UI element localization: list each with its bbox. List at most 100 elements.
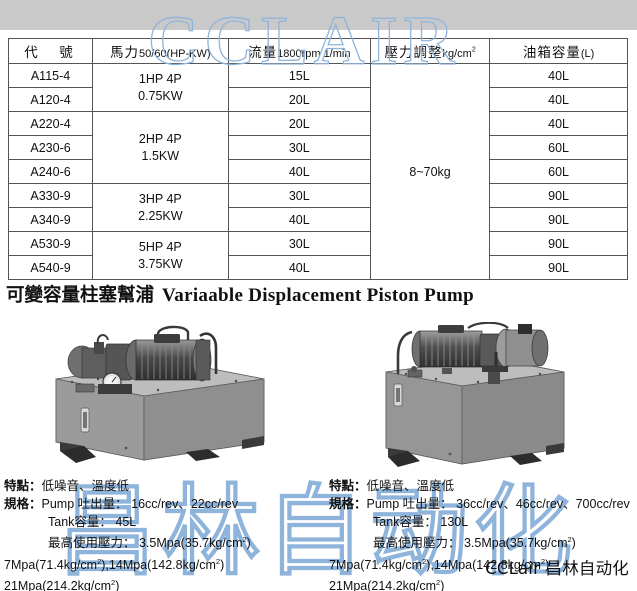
col-header-power: 馬力50/60(HP-KW) [92,38,229,64]
cell-code: A530-9 [7,231,94,256]
table-body: A115-4 1HP 4P 0.75KW 15L 8~70kg 40L A120… [7,63,628,280]
spec-right-line4-c: ) [545,557,550,572]
col-header-flow-label: 流量 [248,45,278,60]
spec-right-feature-value: 低噪音、溫度低 [366,478,455,493]
spec-right-line4-b: ),14Mpa(142.8kg/cm [426,557,541,572]
cell-pressure: 8~70kg [370,63,491,280]
spec-left-line2: Tank容量： 45L [48,514,137,529]
cell-power-kw: 2.25KW [138,208,183,223]
spec-left-feature-value: 低噪音、溫度低 [41,478,130,493]
spec-right-line3: 最高使用壓力： 3.5Mpa(35.7kg/cm2) [329,531,630,553]
cell-code: A340-9 [7,207,94,232]
spec-left-feature-label: 特點： [4,478,42,493]
col-header-flow: 流量1800rpm 1/min [227,38,372,64]
col-header-tank-label: 油箱容量 [522,45,581,60]
cell-power-kw: 3.75KW [138,256,183,271]
spec-left-line4-b: ),14Mpa(142.8kg/cm [101,557,216,572]
table-row: A240-6 40L 60L [7,159,628,184]
table-row: A220-4 2HP 4P 1.5KW 20L 40L [7,111,628,184]
cell-power-group: 1HP 4P 0.75KW [92,63,229,112]
cell-power-group: 3HP 4P 2.25KW [92,183,229,232]
spec-left-line4-c: ) [220,557,225,572]
cell-code: A330-9 [7,183,94,208]
spec-right-line4-sup1: 2 [422,556,427,566]
spec-left-feature-line: 特點：低噪音、溫度低 [4,477,251,495]
product-title: 可變容量柱塞幫浦 Variaable Displacement Piston Pu… [6,281,474,307]
table-row: A530-9 5HP 4P 3.75KW 30L 90L [7,231,628,280]
table-row: A330-9 3HP 4P 2.25KW 30L 90L [7,183,628,232]
table-head: 代 號 馬力50/60(HP-KW) 流量1800rpm 1/min 壓力調整k… [7,38,628,64]
spec-left-line3-suffix: ) [246,536,251,551]
spec-right-line5-b: ) [440,579,445,591]
col-header-pressure: 壓力調整kg/cm2 [370,38,491,64]
cell-code: A540-9 [7,255,94,280]
spec-right-line5-a: 21Mpa(214.2kg/cm [329,579,437,591]
corner-logo: CCLair 昌林自动化 [485,559,629,578]
col-header-code: 代 號 [7,38,94,64]
cell-flow: 30L [227,135,372,160]
cell-tank: 90L [489,231,628,256]
cell-tank: 40L [489,87,628,112]
table-row: A540-9 40L 90L [7,255,628,280]
cell-power-kw: 1.5KW [141,148,180,163]
cell-tank: 40L [489,111,628,136]
cell-tank: 90L [489,183,628,208]
product-title-cjk: 可變容量柱塞幫浦 [6,285,155,306]
cell-power-hp: 1HP 4P [138,71,182,86]
spec-right-line4-a: 7Mpa(71.4kg/cm [329,557,423,572]
cell-flow: 40L [227,255,372,280]
spec-right-spec-label: 規格： [329,496,367,512]
cell-code: A220-4 [7,111,94,136]
spec-left-line5-sup: 2 [111,578,116,588]
cell-code: A120-4 [7,87,94,112]
cell-power-hp: 3HP 4P [138,191,182,206]
spec-right-line4: 7Mpa(71.4kg/cm2),14Mpa(142.8kg/cm2) [329,553,630,575]
spec-right-feature-line: 特點：低噪音、溫度低 [329,477,630,495]
cell-flow: 40L [227,159,372,184]
spec-right-line3-suffix: ) [571,536,576,551]
cell-flow: 30L [227,231,372,256]
spec-right-feature-label: 特點： [329,478,367,493]
cell-tank: 40L [489,63,628,88]
spec-left-line1: Pump 吐出量： 16cc/rev、22cc/rev [41,497,239,512]
table-row: A230-6 30L 60L [7,135,628,160]
spec-left-spec-label: 規格： [4,496,42,512]
col-header-code-label: 代 號 [24,45,77,60]
col-header-power-unit: 50/60(HP-KW) [139,48,211,60]
spec-right-line3-sup: 2 [567,535,572,545]
cell-flow: 20L [227,111,372,136]
cell-power-kw: 0.75KW [138,88,183,103]
spec-right-line5-sup: 2 [436,578,441,588]
spec-left-line4-a: 7Mpa(71.4kg/cm [4,557,98,572]
spec-left-spec-line1: 規格：Pump 吐出量： 16cc/rev、22cc/rev [4,495,251,513]
cell-tank: 90L [489,255,628,280]
cell-flow: 30L [227,183,372,208]
col-header-power-label: 馬力 [110,45,140,60]
col-header-flow-unit: 1800rpm 1/min [277,48,351,60]
cell-code: A115-4 [7,63,94,88]
hydraulic-power-unit-small-photo [55,325,265,463]
cell-tank: 90L [489,207,628,232]
hydraulic-power-unit-large-photo [385,322,565,467]
col-header-tank-unit: (L) [580,48,595,60]
spec-right-line5: 21Mpa(214.2kg/cm2) [329,574,630,591]
spec-left-line3-prefix: 最高使用壓力： 3.5Mpa(35.7kg/cm [48,536,243,551]
table-row: A115-4 1HP 4P 0.75KW 15L 8~70kg 40L [7,63,628,280]
cell-flow: 40L [227,207,372,232]
spec-right-spec-line1: 規格：Pump 吐出量： 36cc/rev、46cc/rev、700cc/rev [329,495,630,513]
section-header-bar [0,0,637,30]
table-row: A340-9 40L 90L [7,207,628,232]
spec-text-left: 特點：低噪音、溫度低 規格：Pump 吐出量： 16cc/rev、22cc/re… [4,477,251,591]
cell-code: A240-6 [7,159,94,184]
cell-flow: 20L [227,87,372,112]
col-header-tank: 油箱容量(L) [489,38,628,64]
col-header-pressure-sup: 2 [471,46,476,54]
cell-tank: 60L [489,159,628,184]
spec-left-line5: 21Mpa(214.2kg/cm2) [4,574,251,591]
spec-right-line4-sup2: 2 [540,556,546,566]
spec-left-line3-sup: 2 [242,535,247,545]
spec-left-line4-sup1: 2 [97,556,102,566]
cell-flow: 15L [227,63,372,88]
cell-power-group: 5HP 4P 3.75KW [92,231,229,280]
